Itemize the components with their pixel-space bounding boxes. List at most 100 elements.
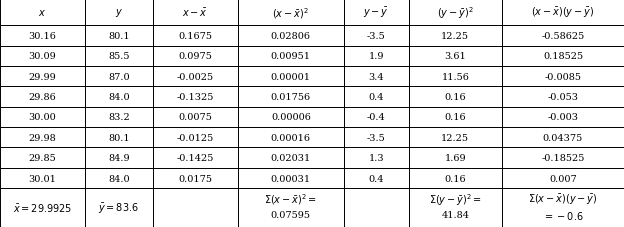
Text: 83.2: 83.2 [108,113,130,122]
Bar [0,0,85,26]
Bar [238,26,344,46]
Bar [153,128,238,148]
Bar [0,87,85,107]
Bar [409,128,502,148]
Text: 0.00006: 0.00006 [271,113,311,122]
Text: 0.1675: 0.1675 [178,32,212,41]
Text: $=-0.6$: $=-0.6$ [543,209,583,221]
Bar [238,188,344,227]
Bar [85,67,153,87]
Bar [153,26,238,46]
Bar [238,67,344,87]
Bar [344,46,409,67]
Text: 0.16: 0.16 [444,113,466,122]
Text: -0.0125: -0.0125 [177,133,214,142]
Bar [344,67,409,87]
Text: 29.85: 29.85 [29,153,56,163]
Text: 0.0075: 0.0075 [178,113,212,122]
Bar [409,148,502,168]
Bar [85,46,153,67]
Bar [153,168,238,188]
Text: $y-\bar{y}$: $y-\bar{y}$ [363,6,389,20]
Text: -0.003: -0.003 [547,113,578,122]
Text: 0.007: 0.007 [549,174,577,183]
Text: 0.16: 0.16 [444,93,466,102]
Bar [409,0,502,26]
Bar [409,46,502,67]
Text: 0.00951: 0.00951 [271,52,311,61]
Bar [0,26,85,46]
Text: $x-\bar{x}$: $x-\bar{x}$ [182,7,208,19]
Text: -0.4: -0.4 [367,113,386,122]
Text: 0.16: 0.16 [444,174,466,183]
Text: 0.00016: 0.00016 [271,133,311,142]
Text: -3.5: -3.5 [367,32,386,41]
Text: 30.16: 30.16 [29,32,56,41]
Bar [0,67,85,87]
Bar [238,168,344,188]
Bar [85,148,153,168]
Text: 12.25: 12.25 [441,133,469,142]
Bar [502,168,624,188]
Bar [238,0,344,26]
Text: 0.4: 0.4 [369,93,384,102]
Text: 0.01756: 0.01756 [271,93,311,102]
Text: 1.3: 1.3 [368,153,384,163]
Bar [85,188,153,227]
Bar [409,168,502,188]
Bar [409,107,502,128]
Bar [85,0,153,26]
Text: $\Sigma(y-\bar{y})^{2}=$: $\Sigma(y-\bar{y})^{2}=$ [429,191,482,207]
Bar [344,188,409,227]
Text: 29.99: 29.99 [29,72,56,81]
Bar [409,87,502,107]
Text: 1.9: 1.9 [369,52,384,61]
Bar [153,107,238,128]
Text: -0.18525: -0.18525 [541,153,585,163]
Bar [238,87,344,107]
Bar [0,46,85,67]
Text: $\Sigma(x-\bar{x})^{2}=$: $\Sigma(x-\bar{x})^{2}=$ [265,192,318,207]
Bar [502,87,624,107]
Text: 0.4: 0.4 [369,174,384,183]
Bar [0,107,85,128]
Text: 85.5: 85.5 [108,52,130,61]
Text: 29.86: 29.86 [29,93,56,102]
Bar [0,188,85,227]
Bar [238,107,344,128]
Text: 0.07595: 0.07595 [271,210,311,219]
Bar [0,128,85,148]
Text: $\bar{x}=29.9925$: $\bar{x}=29.9925$ [12,202,72,214]
Text: $(x-\bar{x})^{2}$: $(x-\bar{x})^{2}$ [273,6,310,20]
Bar [153,188,238,227]
Bar [238,128,344,148]
Text: 80.1: 80.1 [108,32,130,41]
Bar [238,148,344,168]
Text: 41.84: 41.84 [441,210,469,219]
Bar [502,107,624,128]
Text: 84.9: 84.9 [108,153,130,163]
Text: 30.00: 30.00 [29,113,56,122]
Bar [409,188,502,227]
Text: 3.61: 3.61 [444,52,466,61]
Text: -3.5: -3.5 [367,133,386,142]
Bar [502,67,624,87]
Text: 84.0: 84.0 [108,93,130,102]
Text: -0.0085: -0.0085 [545,72,582,81]
Text: -0.1425: -0.1425 [177,153,214,163]
Bar [0,148,85,168]
Text: 87.0: 87.0 [108,72,130,81]
Text: 0.04375: 0.04375 [543,133,583,142]
Text: 1.69: 1.69 [444,153,466,163]
Text: -0.053: -0.053 [547,93,578,102]
Bar [344,168,409,188]
Text: 0.0175: 0.0175 [178,174,212,183]
Bar [85,128,153,148]
Text: $\bar{y}=83.6$: $\bar{y}=83.6$ [99,201,139,215]
Bar [153,87,238,107]
Bar [502,148,624,168]
Bar [344,26,409,46]
Text: $x$: $x$ [38,8,46,18]
Bar [344,87,409,107]
Text: 11.56: 11.56 [441,72,469,81]
